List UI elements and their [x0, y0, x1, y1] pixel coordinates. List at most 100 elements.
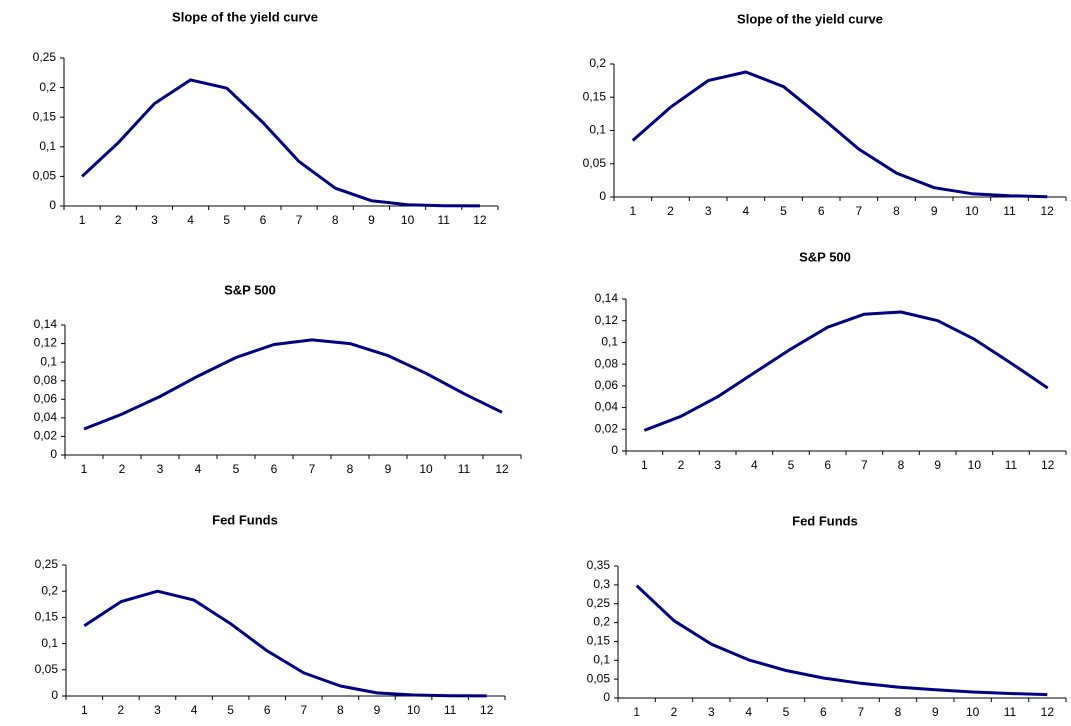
x-tick-label: 11: [458, 462, 471, 476]
x-tick-label: 6: [820, 705, 827, 719]
y-tick-label: 0,04: [595, 400, 619, 414]
x-tick-label: 1: [629, 204, 636, 218]
x-tick-label: 6: [260, 213, 267, 227]
x-tick-label: 11: [1005, 458, 1018, 472]
chart-title: Slope of the yield curve: [172, 9, 318, 24]
x-tick-label: 7: [861, 458, 868, 472]
y-tick-label: 0: [611, 443, 618, 457]
x-tick-label: 3: [714, 458, 721, 472]
x-tick-label: 9: [931, 204, 938, 218]
y-tick-label: 0: [51, 688, 58, 702]
chart-title: S&P 500: [224, 282, 276, 297]
y-tick-label: 0: [603, 690, 610, 704]
y-tick-label: 0,06: [595, 378, 619, 392]
y-tick-label: 0,1: [39, 139, 56, 153]
y-tick-label: 0,05: [583, 156, 607, 170]
x-tick-label: 10: [407, 703, 421, 717]
y-tick-label: 0,15: [35, 610, 59, 624]
y-tick-label: 0,1: [589, 123, 606, 137]
y-tick-label: 0,05: [587, 671, 611, 685]
x-tick-label: 3: [157, 462, 164, 476]
x-tick-label: 6: [264, 703, 271, 717]
x-tick-label: 1: [81, 703, 88, 717]
x-tick-label: 9: [385, 462, 392, 476]
x-tick-label: 5: [227, 703, 234, 717]
data-line: [81, 78, 480, 208]
x-tick-label: 12: [495, 462, 509, 476]
y-tick-label: 0,1: [601, 335, 618, 349]
y-tick-label: 0,2: [589, 56, 606, 70]
x-tick-label: 8: [332, 213, 339, 227]
data-line: [643, 310, 1049, 432]
y-tick-label: 0: [50, 447, 57, 461]
y-tick-label: 0,1: [593, 652, 610, 666]
y-tick-label: 0,1: [40, 354, 57, 368]
x-tick-label: 9: [368, 213, 375, 227]
y-tick-label: 0,1: [41, 636, 58, 650]
y-tick-label: 0,2: [39, 80, 56, 94]
x-tick-label: 5: [788, 458, 795, 472]
y-tick-label: 0,14: [595, 291, 619, 305]
x-tick-label: 5: [233, 462, 240, 476]
x-tick-label: 10: [965, 204, 979, 218]
x-tick-label: 5: [783, 705, 790, 719]
x-tick-label: 5: [780, 204, 787, 218]
x-tick-label: 6: [271, 462, 278, 476]
y-tick-label: 0,12: [595, 313, 619, 327]
x-tick-label: 10: [401, 213, 415, 227]
x-tick-label: 7: [296, 213, 303, 227]
chart-title: S&P 500: [799, 249, 851, 264]
data-line: [631, 70, 1048, 199]
x-tick-label: 8: [337, 703, 344, 717]
y-tick-label: 0,05: [33, 169, 57, 183]
x-tick-label: 2: [678, 458, 685, 472]
chart-title: Fed Funds: [792, 513, 858, 528]
x-tick-label: 6: [818, 204, 825, 218]
y-tick-label: 0,25: [35, 557, 59, 571]
y-tick-label: 0,14: [34, 317, 58, 331]
x-tick-label: 8: [895, 705, 902, 719]
x-tick-label: 10: [419, 462, 433, 476]
y-tick-label: 0: [599, 189, 606, 203]
x-tick-label: 3: [151, 213, 158, 227]
x-tick-label: 12: [1041, 705, 1055, 719]
y-tick-label: 0,12: [34, 336, 58, 350]
x-tick-label: 7: [300, 703, 307, 717]
x-tick-label: 2: [118, 703, 125, 717]
y-tick-label: 0,08: [595, 356, 619, 370]
y-tick-label: 0,25: [33, 50, 57, 64]
y-tick-label: 0,05: [35, 662, 59, 676]
chart-title: Slope of the yield curve: [737, 11, 883, 26]
data-line: [635, 584, 1048, 697]
x-tick-label: 4: [187, 213, 194, 227]
x-tick-label: 8: [898, 458, 905, 472]
y-tick-label: 0,15: [587, 634, 611, 648]
data-line: [83, 338, 503, 431]
x-tick-label: 9: [932, 705, 939, 719]
x-tick-label: 2: [667, 204, 674, 218]
y-tick-label: 0,08: [34, 373, 58, 387]
x-tick-label: 4: [195, 462, 202, 476]
x-tick-label: 1: [641, 458, 648, 472]
x-tick-label: 11: [1004, 705, 1017, 719]
x-tick-label: 11: [438, 213, 451, 227]
x-tick-label: 1: [633, 705, 640, 719]
x-tick-label: 9: [374, 703, 381, 717]
y-tick-label: 0,35: [587, 558, 611, 572]
x-tick-label: 12: [1041, 458, 1055, 472]
x-tick-label: 11: [444, 703, 457, 717]
x-tick-label: 8: [347, 462, 354, 476]
data-line: [83, 589, 487, 698]
x-tick-label: 10: [968, 458, 982, 472]
y-tick-label: 0,02: [34, 429, 58, 443]
x-tick-label: 1: [81, 462, 88, 476]
x-tick-label: 3: [705, 204, 712, 218]
x-tick-label: 5: [223, 213, 230, 227]
x-tick-label: 6: [824, 458, 831, 472]
y-tick-label: 0,04: [34, 410, 58, 424]
x-tick-label: 4: [191, 703, 198, 717]
x-tick-label: 4: [745, 705, 752, 719]
y-tick-label: 0,02: [595, 421, 619, 435]
y-tick-label: 0,15: [33, 109, 57, 123]
